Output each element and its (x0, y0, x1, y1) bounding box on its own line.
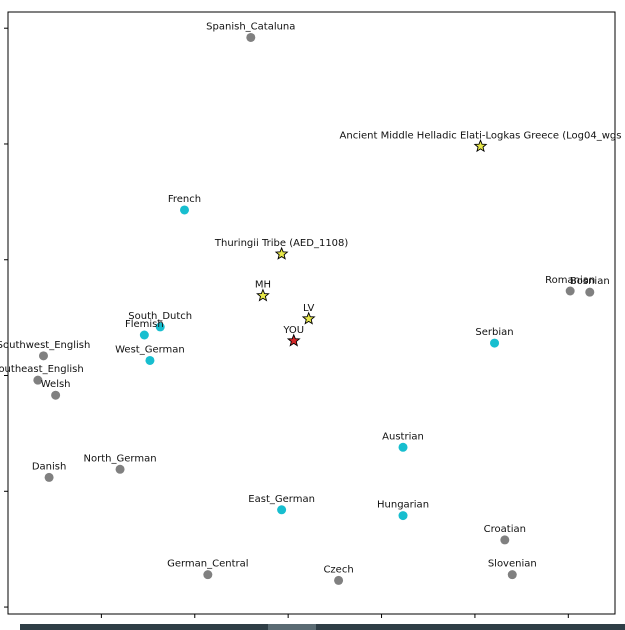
point-label-thuringii-tribe-aed-1108: Thuringii Tribe (AED_1108) (214, 238, 349, 249)
point-marker-french (179, 205, 189, 215)
point-marker-north-german (115, 464, 125, 474)
point-label-french: French (168, 194, 201, 205)
point-label-mh: MH (255, 280, 271, 291)
axis-ticks (4, 27, 569, 618)
point-marker-hungarian (398, 511, 408, 521)
point-label-flemish: Flemish (125, 319, 164, 330)
point-marker-east-german (277, 505, 287, 515)
star-marker-thuringii-tribe-aed-1108 (274, 246, 289, 260)
horizontal-scrollbar[interactable] (0, 624, 625, 630)
point-marker-spanish-cataluna (246, 32, 256, 42)
star-marker-ancient-middle-helladic-elati-logkas-greece-log04-wgs (473, 139, 488, 153)
point-marker-czech (334, 575, 344, 585)
point-marker-southeast-english (33, 375, 43, 385)
point-marker-austrian (398, 442, 408, 452)
point-marker-welsh (51, 390, 61, 400)
point-label-west-german: West_German (115, 344, 185, 355)
point-label-bosnian: Bosnian (570, 276, 610, 287)
scrollbar-thumb[interactable] (268, 624, 316, 630)
point-label-southeast-english: Southeast_English (0, 364, 84, 375)
axes-frame (7, 11, 616, 615)
data-labels: Spanish_Cataluna Ancient Middle Helladic … (0, 21, 622, 575)
point-marker-german-central (203, 570, 213, 580)
point-marker-serbian (490, 338, 500, 348)
point-label-ancient-middle-helladic-elati-logkas-greece-log04-wgs: Ancient Middle Helladic Elati-Logkas Gre… (340, 130, 622, 141)
point-label-lv: LV (303, 303, 314, 314)
point-label-spanish-cataluna: Spanish_Cataluna (206, 21, 295, 32)
point-label-croatian: Croatian (484, 524, 526, 535)
point-label-north-german: North_German (84, 453, 157, 464)
star-marker-mh (256, 288, 270, 302)
point-marker-danish (44, 472, 54, 482)
point-label-german-central: German_Central (167, 559, 248, 570)
point-label-east-german: East_German (248, 494, 315, 505)
point-marker-bosnian (585, 287, 595, 297)
point-marker-south-dutch (155, 322, 165, 332)
point-label-romanian: Romanian (545, 275, 595, 286)
point-label-austrian: Austrian (382, 431, 424, 442)
point-label-you: YOU (282, 325, 304, 336)
point-marker-southwest-english (38, 351, 48, 361)
point-label-danish: Danish (32, 461, 67, 472)
point-label-welsh: Welsh (41, 379, 71, 390)
point-label-south-dutch: South_Dutch (128, 311, 192, 322)
point-marker-flemish (139, 330, 149, 340)
point-label-slovenian: Slovenian (488, 559, 537, 570)
point-label-czech: Czech (323, 564, 353, 575)
point-marker-romanian (565, 286, 575, 296)
point-label-southwest-english: Southwest_English (0, 340, 90, 351)
scrollbar-track[interactable] (20, 624, 625, 630)
star-marker-lv (301, 311, 316, 325)
data-points (33, 32, 595, 585)
point-marker-croatian (500, 535, 510, 545)
point-label-serbian: Serbian (475, 327, 513, 338)
point-label-hungarian: Hungarian (377, 500, 429, 511)
point-marker-west-german (145, 355, 155, 365)
point-marker-slovenian (507, 570, 517, 580)
star-marker-you (286, 333, 301, 347)
